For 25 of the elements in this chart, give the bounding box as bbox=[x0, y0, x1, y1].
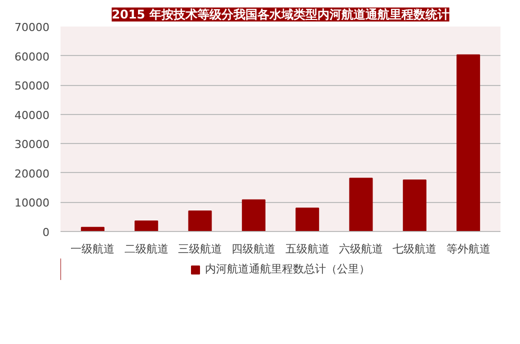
x-tick-label: 二级航道 bbox=[124, 242, 168, 256]
y-tick-label: 60000 bbox=[14, 50, 50, 64]
chart-title: 2015 年按技术等级分我国各水域类型内河航道通航里程数统计 bbox=[112, 8, 450, 22]
x-tick-label: 七级航道 bbox=[392, 242, 437, 256]
bar bbox=[188, 210, 212, 232]
x-tick-label: 三级航道 bbox=[178, 242, 222, 256]
y-tick-label: 0 bbox=[42, 226, 50, 239]
y-tick-label: 50000 bbox=[14, 80, 50, 93]
bar bbox=[296, 208, 320, 232]
y-tick-label: 10000 bbox=[14, 196, 50, 210]
x-tick-label: 五级航道 bbox=[285, 242, 330, 256]
y-tick-label: 20000 bbox=[14, 167, 50, 180]
y-tick-label: 30000 bbox=[14, 138, 50, 152]
bar bbox=[242, 199, 266, 232]
x-tick-label: 等外航道 bbox=[446, 242, 490, 256]
x-tick-label: 一级航道 bbox=[70, 242, 115, 256]
legend-label: 内河航道通航里程数总计（公里） bbox=[205, 262, 370, 276]
bar bbox=[349, 178, 373, 232]
y-tick-label: 40000 bbox=[14, 108, 50, 122]
y-tick-label: 70000 bbox=[14, 21, 50, 34]
x-tick-label: 四级航道 bbox=[232, 242, 276, 256]
bar bbox=[402, 179, 426, 232]
x-tick-label: 六级航道 bbox=[338, 242, 383, 256]
bar bbox=[456, 54, 480, 232]
bar bbox=[134, 220, 158, 232]
